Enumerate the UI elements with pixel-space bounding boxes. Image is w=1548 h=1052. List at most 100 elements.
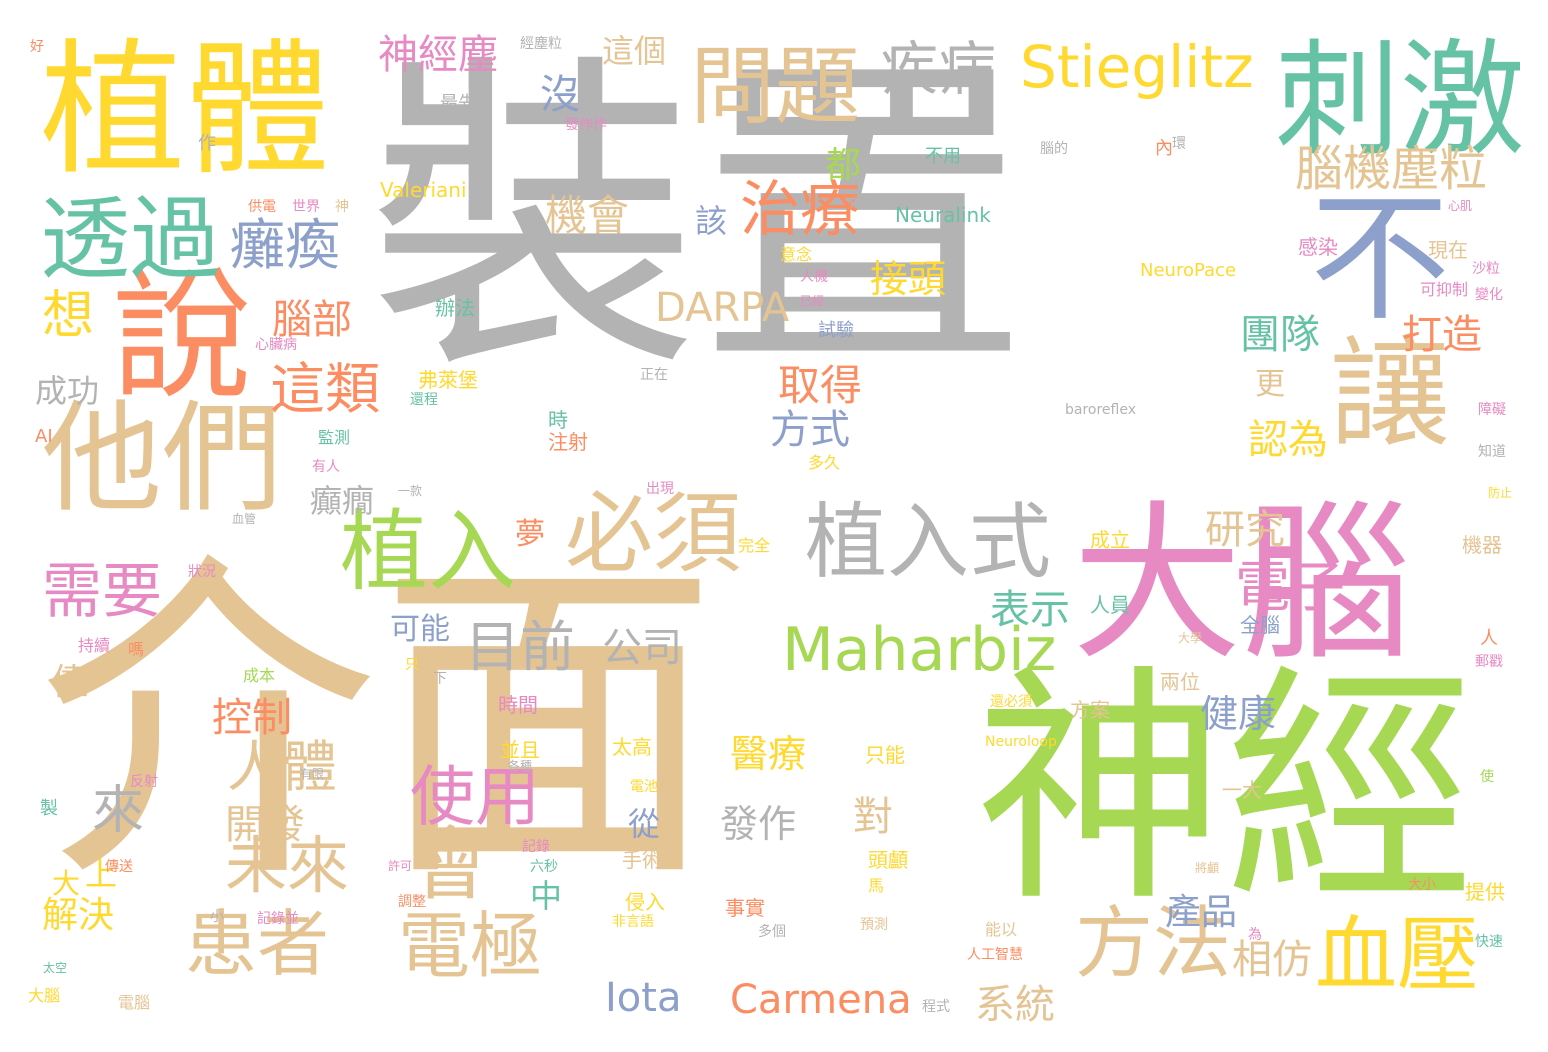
cloud-word: 只能 [865, 743, 905, 767]
cloud-word: 有人 [312, 459, 340, 475]
cloud-word: AI [35, 426, 53, 447]
cloud-word: 發作 [720, 802, 797, 846]
cloud-word: 公司 [602, 625, 682, 671]
cloud-word: 癲癇 [310, 482, 375, 520]
cloud-word: 開發 [225, 802, 305, 848]
cloud-word: 全腦 [1240, 613, 1280, 637]
cloud-word: 健康 [1200, 692, 1277, 736]
cloud-word: 會 [410, 818, 490, 911]
cloud-word: 裝置 [368, 28, 1028, 412]
cloud-word: 必須 [565, 482, 742, 585]
cloud-word: 從 [628, 805, 661, 843]
cloud-word: 打造 [1402, 312, 1482, 358]
cloud-word: 需要 [42, 557, 162, 627]
cloud-word: 只 [405, 657, 419, 673]
cloud-word: 方式 [770, 407, 850, 453]
cloud-word: 辦法 [435, 296, 475, 320]
cloud-word: Neuralink [895, 203, 991, 227]
cloud-word: 研究 [1205, 507, 1285, 553]
cloud-word: 神 [335, 199, 349, 215]
cloud-word: 大小 [1408, 877, 1436, 893]
cloud-word: 系統 [975, 982, 1055, 1028]
cloud-word: 可抑制 [1420, 280, 1469, 299]
cloud-word: Valeriani [380, 178, 467, 202]
cloud-word: 植入 [340, 500, 517, 603]
cloud-word: 並且 [500, 738, 540, 762]
cloud-word: 患者 [185, 902, 330, 986]
cloud-word: 可能 [390, 612, 450, 647]
cloud-word: 電池 [630, 779, 658, 795]
cloud-word: 介面 [38, 527, 718, 923]
cloud-word: 正在 [640, 367, 668, 383]
cloud-word: Carmena [730, 977, 912, 1023]
cloud-word: 控制 [212, 695, 292, 741]
cloud-word: 大腦 [1072, 486, 1413, 684]
cloud-word: 機器 [1462, 533, 1502, 557]
cloud-word: 人工智慧 [967, 947, 1023, 963]
cloud-word: 預測 [860, 917, 888, 933]
cloud-word: 現在 [1428, 238, 1468, 262]
cloud-word: 侵入 [625, 890, 665, 914]
cloud-word: 多久 [808, 453, 841, 472]
cloud-word: 使 [1480, 769, 1494, 785]
cloud-word: 經塵粒 [520, 36, 562, 52]
cloud-word: 太高 [612, 735, 652, 759]
cloud-word: 未來 [225, 829, 350, 902]
cloud-word: 作 [198, 133, 216, 154]
cloud-word: 好 [30, 39, 44, 55]
cloud-word: 狀況 [188, 564, 216, 580]
cloud-word: 大 [52, 867, 81, 900]
cloud-word: NeuroPace [1140, 260, 1237, 281]
cloud-word: 儘 [52, 662, 89, 703]
cloud-word: 兩位 [1160, 670, 1200, 694]
cloud-word: 世界 [292, 199, 320, 215]
cloud-word: 腦的 [1040, 141, 1068, 157]
cloud-word: 電極 [398, 904, 543, 988]
cloud-word: 醫療 [730, 732, 807, 776]
cloud-word: 頭顱 [868, 848, 908, 872]
cloud-word: 變化 [1475, 287, 1503, 303]
cloud-word: 產品 [1165, 892, 1238, 933]
cloud-word: 成本 [243, 666, 276, 685]
cloud-word: baroreflex [1065, 402, 1137, 418]
cloud-word: 中 [530, 877, 563, 915]
cloud-word: 相仿 [1232, 937, 1312, 983]
cloud-word: 多個 [758, 924, 786, 940]
cloud-word: 植體 [40, 26, 330, 195]
cloud-word: 電腦 [118, 993, 151, 1012]
cloud-word: 更 [1255, 367, 1285, 402]
cloud-word: 他們 [42, 390, 282, 529]
cloud-word: 沒 [540, 72, 580, 118]
cloud-word: 還程 [410, 392, 438, 408]
cloud-word: 不 [1310, 178, 1451, 341]
cloud-word: 程式 [922, 999, 950, 1015]
cloud-word: 意念 [780, 245, 813, 264]
cloud-word: 監測 [318, 428, 351, 447]
cloud-word: 接頭 [870, 257, 947, 301]
cloud-word: 試驗 [818, 320, 854, 341]
cloud-word: Stieglitz [1020, 33, 1254, 101]
cloud-word: 事實 [725, 896, 765, 920]
cloud-word: 時 [548, 408, 568, 432]
cloud-word: 對 [853, 794, 893, 840]
cloud-word: 為 [1248, 927, 1262, 943]
cloud-word: 人 [1480, 628, 1498, 649]
cloud-word: 郵戳 [1475, 654, 1503, 670]
cloud-word: 一大 [1222, 778, 1262, 802]
cloud-word: 記錄並 [257, 911, 299, 927]
cloud-word: 目前 [465, 615, 576, 679]
cloud-word: 該 [695, 202, 728, 240]
cloud-word: 各種 [508, 759, 533, 773]
cloud-word: 成立 [1090, 528, 1130, 552]
cloud-word: 神經塵 [378, 32, 498, 78]
cloud-word: 出現 [646, 481, 674, 497]
cloud-word: 一款 [398, 484, 423, 498]
cloud-word: DARPA [655, 285, 790, 331]
cloud-word: 大學 [1178, 631, 1203, 645]
cloud-word: 腦部 [272, 297, 352, 343]
cloud-word: 這類 [270, 357, 381, 421]
cloud-word: 心肌 [1448, 199, 1473, 213]
cloud-word: 有款 [848, 196, 873, 210]
cloud-word: 反射 [130, 774, 158, 790]
